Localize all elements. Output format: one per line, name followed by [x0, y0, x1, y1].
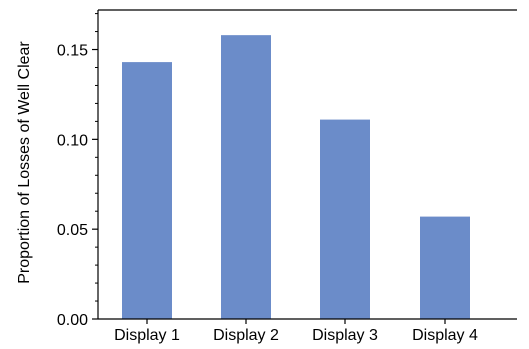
bar	[420, 216, 470, 319]
y-tick-label: 0.15	[57, 43, 88, 60]
bar	[320, 119, 370, 319]
y-axis-ticks: 0.00 0.05 0.10 0.15	[57, 13, 98, 329]
bar	[122, 62, 172, 319]
y-tick-label: 0.00	[57, 312, 88, 329]
bars-layer	[122, 35, 470, 320]
x-tick-label: Display 3	[312, 327, 378, 344]
x-axis-ticks: Display 1 Display 2 Display 3 Display 4	[114, 319, 478, 344]
x-tick-label: Display 2	[213, 327, 279, 344]
y-axis-title: Proportion of Losses of Well Clear	[16, 41, 33, 284]
y-tick-label: 0.05	[57, 222, 88, 239]
x-tick-label: Display 4	[412, 327, 478, 344]
x-tick-label: Display 1	[114, 327, 180, 344]
y-tick-label: 0.10	[57, 132, 88, 149]
bar	[221, 35, 271, 320]
